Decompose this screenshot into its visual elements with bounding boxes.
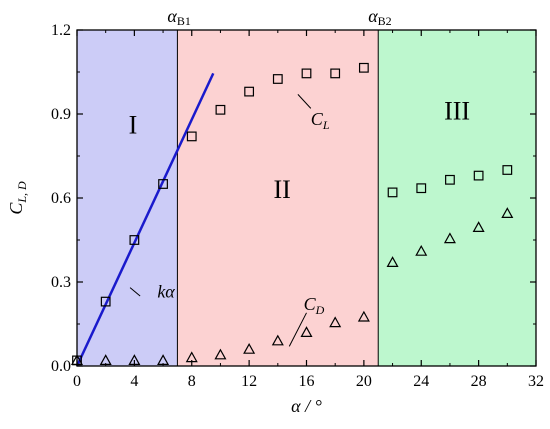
region-2-band (177, 30, 379, 366)
cl-point (158, 179, 168, 189)
x-tick-label: 20 (356, 373, 372, 390)
cd-point (214, 348, 227, 360)
fit-label: kα (157, 281, 175, 301)
y-axis-title: CL, D (6, 181, 29, 215)
y-tick-label: 0.0 (51, 358, 71, 375)
cd-point (357, 310, 370, 322)
cd-point (329, 316, 342, 328)
cd-point (243, 342, 256, 354)
cd-point (472, 221, 485, 232)
region-3-band (378, 30, 536, 366)
cl-point (244, 86, 255, 97)
boundary-2-label: αB2 (368, 6, 391, 28)
x-axis-title: α / ° (291, 396, 322, 416)
ticks-layer (76, 29, 537, 367)
x-tick-label: 16 (299, 373, 315, 390)
cl-point (473, 170, 484, 181)
cl-point (387, 187, 398, 198)
x-tick-label: 24 (413, 373, 429, 390)
cd-point (501, 207, 514, 218)
cd-point (300, 326, 313, 337)
region-1-label: I (129, 111, 138, 140)
cl-point (100, 296, 111, 307)
regions-layer (77, 30, 536, 366)
y-tick-label: 1.2 (51, 22, 71, 39)
boundaries-layer (176, 30, 379, 366)
cl-point (301, 68, 312, 79)
cl-label-leader (297, 94, 312, 109)
region-3-label: III (444, 97, 470, 126)
cl-point (502, 165, 513, 175)
fit-label-leader (129, 287, 141, 297)
fit-line (75, 72, 215, 367)
cd-point (386, 256, 399, 267)
y-tick-label: 0.9 (51, 106, 71, 123)
cl-point (445, 174, 455, 185)
cl-point (358, 62, 369, 73)
x-tick-label: 32 (528, 373, 544, 390)
cl-point (215, 104, 226, 115)
cl-point (416, 183, 427, 194)
y-tick-label: 0.3 (51, 274, 71, 291)
cl-point (272, 74, 283, 84)
boundary-1-label: αB1 (167, 6, 190, 28)
cd-point (443, 232, 456, 244)
cd-point (271, 334, 284, 346)
fit-line-layer (75, 72, 215, 367)
x-tick-label: 4 (130, 373, 138, 390)
cd-label-leader (288, 312, 307, 347)
cl-point (129, 235, 140, 245)
region-2-label: II (273, 175, 290, 204)
x-tick-label: 8 (188, 373, 196, 390)
y-tick-label: 0.6 (51, 190, 71, 207)
cd-label: CD (304, 294, 325, 317)
cl-point (330, 68, 341, 79)
x-tick-label: 0 (73, 373, 81, 390)
cl-label: CL (311, 109, 330, 132)
x-tick-label: 12 (241, 373, 257, 390)
region-1-band (77, 30, 178, 366)
cl-point (186, 131, 197, 142)
x-tick-label: 28 (471, 373, 487, 390)
cd-point (415, 244, 428, 256)
